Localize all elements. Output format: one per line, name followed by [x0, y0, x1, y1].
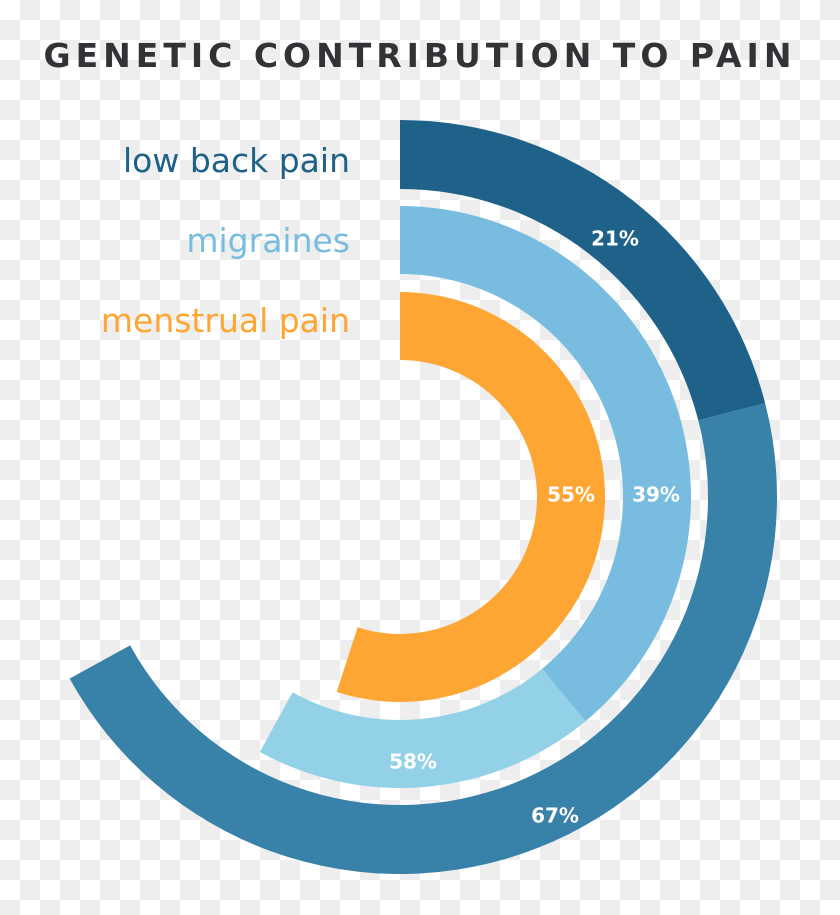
arc-segment-migraines-1 [259, 668, 586, 789]
legend-migraines: migraines [186, 221, 350, 260]
value-label: 58% [389, 750, 437, 774]
arc-segment-menstrual-pain-0 [336, 292, 605, 702]
value-label: 55% [547, 483, 595, 507]
value-labels: 21% 67% 39% 58% 55% [389, 227, 680, 828]
arc-segment-low-back-pain-1 [69, 403, 777, 874]
legend-low-back-pain: low back pain [122, 141, 350, 180]
value-label: 67% [531, 804, 579, 828]
value-label: 39% [632, 483, 680, 507]
value-label: 21% [591, 227, 639, 251]
arc-segment-migraines-0 [400, 206, 691, 722]
arc-segment-low-back-pain-0 [400, 120, 766, 421]
chart-title: GENETIC CONTRIBUTION TO PAIN [43, 36, 797, 75]
arc-group [69, 120, 777, 874]
legend-menstrual-pain: menstrual pain [100, 301, 350, 340]
